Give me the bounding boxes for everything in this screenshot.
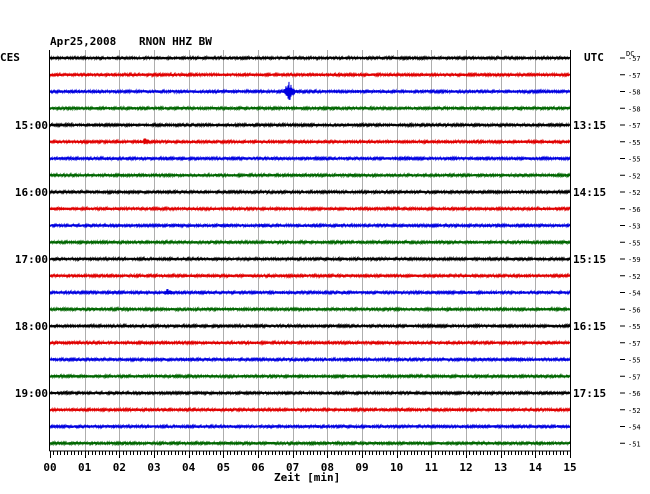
trace-line: [49, 306, 571, 313]
trace-line: [49, 356, 571, 363]
trace-line: [49, 322, 571, 330]
trace-line: [49, 255, 571, 263]
dc-offset-label: -52: [628, 273, 641, 281]
dc-offset-label: -59: [628, 256, 641, 264]
trace-line: [49, 155, 571, 162]
x-tick-label: 11: [425, 461, 439, 474]
x-axis-label: Zeit [min]: [274, 471, 340, 484]
station-title: RNON HHZ BW: [139, 35, 212, 48]
trace-line: [49, 339, 571, 346]
x-tick-label: 06: [251, 461, 265, 474]
trace-line: [49, 289, 571, 296]
dc-offset-label: -55: [628, 323, 641, 331]
plot-frame: [49, 50, 571, 458]
trace-line: [49, 205, 571, 212]
dc-offset-label: -57: [628, 122, 641, 130]
x-tick-label: 08: [321, 461, 334, 474]
dc-offset-label: -57: [628, 373, 641, 381]
x-tick-label: 05: [217, 461, 230, 474]
x-tick-label: 03: [147, 461, 160, 474]
dc-offset-label: -57: [628, 55, 641, 63]
trace-line: [49, 54, 571, 62]
x-tick-label: 10: [390, 461, 403, 474]
trace-line: [49, 138, 571, 145]
trace-line: [49, 423, 571, 430]
x-tick-label: 13: [494, 461, 507, 474]
right-hour-label: 14:15: [573, 186, 606, 199]
dc-offset-label: -54: [628, 290, 641, 298]
dc-offset-label: -51: [628, 440, 641, 448]
right-hour-label: 16:15: [573, 320, 606, 333]
trace-line: [49, 105, 571, 112]
left-hour-label: 19:00: [15, 387, 48, 400]
left-hour-label: 15:00: [15, 119, 48, 132]
x-tick-label: 04: [182, 461, 196, 474]
dc-offset-label: -57: [628, 72, 641, 80]
trace-line: [49, 406, 571, 413]
seismic-traces: [49, 54, 571, 447]
left-hour-label: 18:00: [15, 320, 48, 333]
dc-offset-label: -56: [628, 206, 641, 214]
dc-offset-label: -58: [628, 89, 641, 97]
dc-header-label: DC: [626, 50, 634, 58]
x-tick-label: 00: [43, 461, 56, 474]
trace-line: [49, 121, 571, 129]
dc-offset-label: -55: [628, 156, 641, 164]
x-tick-label: 07: [286, 461, 299, 474]
trace-line: [49, 272, 571, 279]
x-tick-label: 12: [459, 461, 472, 474]
trace-line: [49, 172, 571, 179]
dc-offset-label: -54: [628, 424, 641, 432]
dc-offset-label: -52: [628, 172, 641, 180]
left-hour-label: 17:00: [15, 253, 48, 266]
trace-line: [49, 389, 571, 397]
dc-offset-label: -57: [628, 340, 641, 348]
dc-offset-label: -53: [628, 223, 641, 231]
x-tick-label: 02: [113, 461, 126, 474]
trace-line: [49, 188, 571, 196]
axis-labels: 00 01 02 03 04 05 06 07 08 09 10 11 12 13 14 15 15:00 16:…: [15, 55, 641, 474]
dc-offset-label: -55: [628, 357, 641, 365]
x-tick-label: 09: [355, 461, 368, 474]
right-hour-label: 15:15: [573, 253, 606, 266]
trace-line: [49, 373, 571, 380]
right-hour-label: 13:15: [573, 119, 606, 132]
right-hour-label: 17:15: [573, 387, 606, 400]
right-timezone-label: UTC: [584, 51, 604, 64]
dc-offset-label: -55: [628, 139, 641, 147]
trace-line: [49, 71, 571, 78]
dc-offset-label: -58: [628, 105, 641, 113]
trace-line: [49, 239, 571, 246]
dc-offset-label: -55: [628, 239, 641, 247]
x-tick-label: 14: [529, 461, 543, 474]
date-title: Apr25,2008: [50, 35, 116, 48]
minute-gridlines: [85, 50, 536, 451]
dc-offset-label: -52: [628, 407, 641, 415]
x-tick-label: 15: [563, 461, 576, 474]
dc-offset-label: -52: [628, 189, 641, 197]
dc-offset-label: -56: [628, 306, 641, 314]
x-tick-label: 01: [78, 461, 92, 474]
trace-line: [49, 81, 571, 100]
trace-line: [49, 440, 571, 447]
dc-offset-label: -56: [628, 390, 641, 398]
trace-line: [49, 222, 571, 229]
left-timezone-label: CES: [0, 51, 20, 64]
left-hour-label: 16:00: [15, 186, 48, 199]
